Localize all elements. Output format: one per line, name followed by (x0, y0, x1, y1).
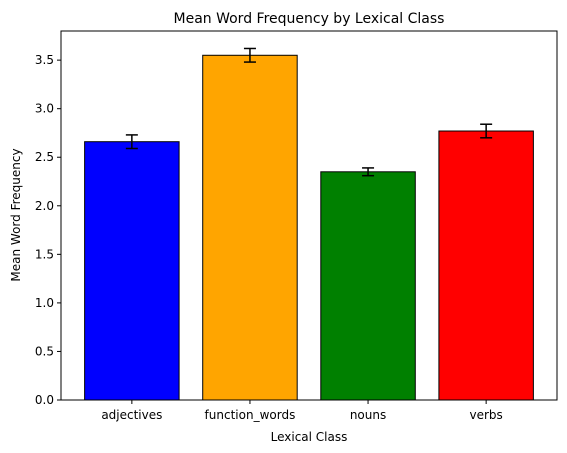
plot-area: 0.0 0.5 1.0 1.5 2.0 2.5 3.0 3.5 adjectives functi… (35, 30, 558, 422)
y-tick-label: 3.0 (35, 102, 54, 116)
y-tick-label: 2.5 (35, 150, 54, 164)
y-tick-label: 0.5 (35, 344, 54, 358)
y-tick-label: 1.5 (35, 247, 54, 261)
chart-title: Mean Word Frequency by Lexical Class (174, 11, 445, 27)
x-tick-label: nouns (350, 408, 386, 422)
x-axis-label: Lexical Class (271, 430, 348, 444)
axes-frame (60, 30, 558, 401)
bar-adjectives (84, 141, 180, 401)
bar-nouns (320, 171, 416, 401)
y-tick-label: 3.5 (35, 53, 54, 67)
x-tick-label: function_words (205, 408, 296, 422)
y-tick-label: 0.0 (35, 393, 54, 407)
y-tick-label: 1.0 (35, 296, 54, 310)
bar-verbs (438, 130, 534, 401)
y-axis-label: Mean Word Frequency (9, 148, 23, 281)
y-tick-label: 2.0 (35, 199, 54, 213)
x-tick-label: adjectives (101, 408, 162, 422)
x-tick-label: verbs (469, 408, 502, 422)
bar-function_words (202, 54, 298, 401)
